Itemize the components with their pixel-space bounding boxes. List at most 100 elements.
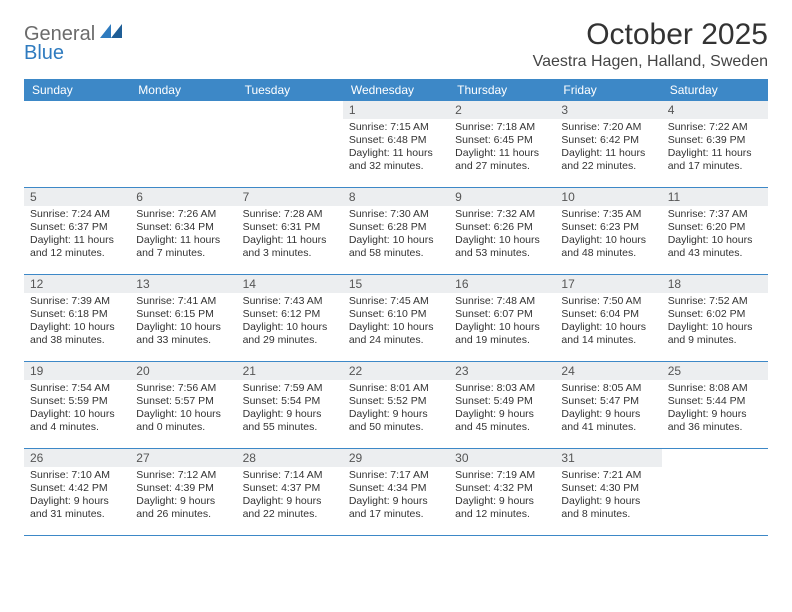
day-cell xyxy=(237,101,343,187)
day-cell: 17Sunrise: 7:50 AMSunset: 6:04 PMDayligh… xyxy=(555,275,661,361)
day-number: 23 xyxy=(449,362,555,380)
day-number: 3 xyxy=(555,101,661,119)
daylight-text: Daylight: 9 hours and 22 minutes. xyxy=(243,495,337,521)
day-body: Sunrise: 7:19 AMSunset: 4:32 PMDaylight:… xyxy=(449,467,555,526)
sunrise-text: Sunrise: 7:18 AM xyxy=(455,121,549,134)
logo-text-block: General Blue xyxy=(24,24,122,63)
dow-tuesday: Tuesday xyxy=(237,79,343,101)
day-cell: 4Sunrise: 7:22 AMSunset: 6:39 PMDaylight… xyxy=(662,101,768,187)
day-number: 18 xyxy=(662,275,768,293)
day-number: 28 xyxy=(237,449,343,467)
day-number: 1 xyxy=(343,101,449,119)
sunrise-text: Sunrise: 7:10 AM xyxy=(30,469,124,482)
sunrise-text: Sunrise: 7:24 AM xyxy=(30,208,124,221)
daylight-text: Daylight: 9 hours and 41 minutes. xyxy=(561,408,655,434)
day-body: Sunrise: 8:08 AMSunset: 5:44 PMDaylight:… xyxy=(662,380,768,439)
day-number xyxy=(662,449,768,467)
sunset-text: Sunset: 6:34 PM xyxy=(136,221,230,234)
sunrise-text: Sunrise: 7:52 AM xyxy=(668,295,762,308)
day-cell: 30Sunrise: 7:19 AMSunset: 4:32 PMDayligh… xyxy=(449,449,555,535)
day-cell: 7Sunrise: 7:28 AMSunset: 6:31 PMDaylight… xyxy=(237,188,343,274)
daylight-text: Daylight: 10 hours and 53 minutes. xyxy=(455,234,549,260)
daylight-text: Daylight: 10 hours and 0 minutes. xyxy=(136,408,230,434)
daylight-text: Daylight: 10 hours and 9 minutes. xyxy=(668,321,762,347)
sunset-text: Sunset: 6:07 PM xyxy=(455,308,549,321)
day-body: Sunrise: 7:10 AMSunset: 4:42 PMDaylight:… xyxy=(24,467,130,526)
sunset-text: Sunset: 6:31 PM xyxy=(243,221,337,234)
day-number: 2 xyxy=(449,101,555,119)
daylight-text: Daylight: 9 hours and 55 minutes. xyxy=(243,408,337,434)
day-number: 6 xyxy=(130,188,236,206)
day-body: Sunrise: 7:39 AMSunset: 6:18 PMDaylight:… xyxy=(24,293,130,352)
day-cell xyxy=(24,101,130,187)
sunset-text: Sunset: 5:44 PM xyxy=(668,395,762,408)
sunrise-text: Sunrise: 7:22 AM xyxy=(668,121,762,134)
sunrise-text: Sunrise: 7:50 AM xyxy=(561,295,655,308)
sunrise-text: Sunrise: 7:56 AM xyxy=(136,382,230,395)
sunrise-text: Sunrise: 7:19 AM xyxy=(455,469,549,482)
day-cell: 13Sunrise: 7:41 AMSunset: 6:15 PMDayligh… xyxy=(130,275,236,361)
sunrise-text: Sunrise: 7:26 AM xyxy=(136,208,230,221)
week-row: 19Sunrise: 7:54 AMSunset: 5:59 PMDayligh… xyxy=(24,362,768,449)
day-cell: 5Sunrise: 7:24 AMSunset: 6:37 PMDaylight… xyxy=(24,188,130,274)
daylight-text: Daylight: 10 hours and 38 minutes. xyxy=(30,321,124,347)
day-number: 5 xyxy=(24,188,130,206)
day-cell: 25Sunrise: 8:08 AMSunset: 5:44 PMDayligh… xyxy=(662,362,768,448)
day-cell xyxy=(130,101,236,187)
dow-thursday: Thursday xyxy=(449,79,555,101)
daylight-text: Daylight: 11 hours and 27 minutes. xyxy=(455,147,549,173)
sunset-text: Sunset: 6:12 PM xyxy=(243,308,337,321)
day-number: 27 xyxy=(130,449,236,467)
day-number xyxy=(130,101,236,119)
daylight-text: Daylight: 10 hours and 58 minutes. xyxy=(349,234,443,260)
sunset-text: Sunset: 4:30 PM xyxy=(561,482,655,495)
sunrise-text: Sunrise: 7:41 AM xyxy=(136,295,230,308)
daylight-text: Daylight: 9 hours and 26 minutes. xyxy=(136,495,230,521)
day-body xyxy=(130,119,236,125)
daylight-text: Daylight: 10 hours and 48 minutes. xyxy=(561,234,655,260)
daylight-text: Daylight: 11 hours and 7 minutes. xyxy=(136,234,230,260)
sunset-text: Sunset: 4:37 PM xyxy=(243,482,337,495)
day-cell: 27Sunrise: 7:12 AMSunset: 4:39 PMDayligh… xyxy=(130,449,236,535)
day-body: Sunrise: 7:41 AMSunset: 6:15 PMDaylight:… xyxy=(130,293,236,352)
day-cell: 22Sunrise: 8:01 AMSunset: 5:52 PMDayligh… xyxy=(343,362,449,448)
day-cell: 28Sunrise: 7:14 AMSunset: 4:37 PMDayligh… xyxy=(237,449,343,535)
day-body: Sunrise: 7:24 AMSunset: 6:37 PMDaylight:… xyxy=(24,206,130,265)
day-cell: 8Sunrise: 7:30 AMSunset: 6:28 PMDaylight… xyxy=(343,188,449,274)
day-body: Sunrise: 7:22 AMSunset: 6:39 PMDaylight:… xyxy=(662,119,768,178)
day-cell: 14Sunrise: 7:43 AMSunset: 6:12 PMDayligh… xyxy=(237,275,343,361)
sunset-text: Sunset: 5:49 PM xyxy=(455,395,549,408)
daylight-text: Daylight: 9 hours and 8 minutes. xyxy=(561,495,655,521)
day-cell: 11Sunrise: 7:37 AMSunset: 6:20 PMDayligh… xyxy=(662,188,768,274)
logo: General Blue xyxy=(24,18,122,63)
day-body: Sunrise: 8:01 AMSunset: 5:52 PMDaylight:… xyxy=(343,380,449,439)
dow-wednesday: Wednesday xyxy=(343,79,449,101)
day-body: Sunrise: 7:20 AMSunset: 6:42 PMDaylight:… xyxy=(555,119,661,178)
sunset-text: Sunset: 4:39 PM xyxy=(136,482,230,495)
daylight-text: Daylight: 10 hours and 4 minutes. xyxy=(30,408,124,434)
day-cell: 16Sunrise: 7:48 AMSunset: 6:07 PMDayligh… xyxy=(449,275,555,361)
sunset-text: Sunset: 5:52 PM xyxy=(349,395,443,408)
sunrise-text: Sunrise: 8:05 AM xyxy=(561,382,655,395)
day-body: Sunrise: 7:35 AMSunset: 6:23 PMDaylight:… xyxy=(555,206,661,265)
sunset-text: Sunset: 5:54 PM xyxy=(243,395,337,408)
daylight-text: Daylight: 10 hours and 33 minutes. xyxy=(136,321,230,347)
sunset-text: Sunset: 4:42 PM xyxy=(30,482,124,495)
week-row: 12Sunrise: 7:39 AMSunset: 6:18 PMDayligh… xyxy=(24,275,768,362)
page-title: October 2025 xyxy=(533,18,768,51)
sunrise-text: Sunrise: 7:30 AM xyxy=(349,208,443,221)
sunrise-text: Sunrise: 7:15 AM xyxy=(349,121,443,134)
day-body: Sunrise: 7:12 AMSunset: 4:39 PMDaylight:… xyxy=(130,467,236,526)
day-body: Sunrise: 7:45 AMSunset: 6:10 PMDaylight:… xyxy=(343,293,449,352)
daylight-text: Daylight: 10 hours and 29 minutes. xyxy=(243,321,337,347)
day-cell: 6 Sunrise: 7:26 AMSunset: 6:34 PMDaylight… xyxy=(130,188,236,274)
sunset-text: Sunset: 6:15 PM xyxy=(136,308,230,321)
day-number xyxy=(24,101,130,119)
sunrise-text: Sunrise: 7:32 AM xyxy=(455,208,549,221)
daylight-text: Daylight: 9 hours and 12 minutes. xyxy=(455,495,549,521)
sunset-text: Sunset: 6:04 PM xyxy=(561,308,655,321)
sunrise-text: Sunrise: 7:37 AM xyxy=(668,208,762,221)
sunset-text: Sunset: 6:48 PM xyxy=(349,134,443,147)
day-number: 25 xyxy=(662,362,768,380)
calendar: Sunday Monday Tuesday Wednesday Thursday… xyxy=(24,79,768,536)
